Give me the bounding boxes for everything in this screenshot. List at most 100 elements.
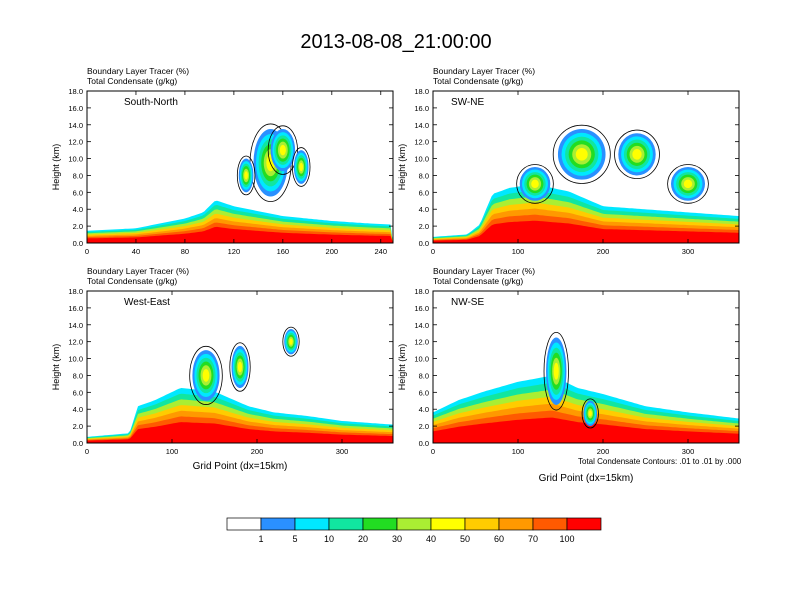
x-axis-label: Grid Point (dx=15km): [193, 461, 288, 472]
y-tick-label: 0.0: [73, 239, 83, 248]
condensate-contour: [543, 331, 569, 411]
x-tick-label: 160: [277, 247, 290, 256]
colorbar-label: 1: [258, 534, 263, 544]
colorbar-swatch: [532, 517, 568, 531]
boundary-layer-band: [433, 220, 739, 243]
plot-area: [87, 326, 393, 443]
y-tick-label: 10.0: [414, 155, 429, 164]
y-tick-label: 18.0: [68, 87, 83, 96]
y-tick-label: 18.0: [68, 287, 83, 296]
page-title: 2013-08-08_21:00:00: [300, 31, 492, 53]
panel-label: NW-SE: [451, 297, 484, 308]
y-tick-label: 6.0: [73, 188, 83, 197]
colorbar-swatch: [498, 517, 534, 531]
y-tick-label: 10.0: [68, 355, 83, 364]
y-axis-label: Height (km): [51, 144, 61, 191]
cross-section-panel-south-north: Boundary Layer Tracer (%)Total Condensat…: [51, 66, 394, 256]
condensate-contour: [282, 326, 300, 357]
colorbar-swatch: [260, 517, 296, 531]
condensate-contour: [189, 345, 223, 405]
panel-header-line: Boundary Layer Tracer (%): [87, 266, 189, 276]
y-tick-label: 18.0: [414, 87, 429, 96]
x-tick-label: 0: [85, 447, 89, 456]
cloud-core-fill: [575, 148, 588, 161]
y-tick-label: 2.0: [73, 422, 83, 431]
y-tick-label: 18.0: [414, 287, 429, 296]
colorbar-label: 5: [292, 534, 297, 544]
colorbar-label: 10: [324, 534, 334, 544]
boundary-layer-band: [87, 422, 393, 443]
x-tick-label: 120: [228, 247, 241, 256]
cross-section-panel-sw-ne: Boundary Layer Tracer (%)Total Condensat…: [397, 66, 740, 256]
panel-header-line: Boundary Layer Tracer (%): [433, 266, 535, 276]
panel-header-line: Total Condensate (g/kg): [433, 76, 523, 86]
panel-label: SW-NE: [451, 97, 484, 108]
y-tick-label: 12.0: [414, 338, 429, 347]
panel-label: West-East: [124, 297, 170, 308]
y-tick-label: 6.0: [419, 188, 429, 197]
x-tick-label: 40: [132, 247, 140, 256]
y-tick-label: 4.0: [73, 205, 83, 214]
panel-header-line: Total Condensate (g/kg): [87, 76, 177, 86]
colorbar-label: 70: [528, 534, 538, 544]
y-tick-label: 0.0: [419, 439, 429, 448]
x-tick-label: 200: [326, 247, 339, 256]
cloud-core-fill: [553, 362, 559, 380]
boundary-layer-band: [433, 417, 739, 443]
y-tick-label: 12.0: [414, 138, 429, 147]
condensate-contour: [516, 164, 554, 204]
y-tick-label: 4.0: [419, 405, 429, 414]
colorbar-swatch: [566, 517, 602, 531]
condensate-contour: [236, 155, 256, 196]
y-tick-label: 8.0: [419, 371, 429, 380]
colorbar-swatch: [362, 517, 398, 531]
x-tick-label: 100: [512, 447, 525, 456]
x-tick-label: 0: [85, 247, 89, 256]
plot-frame: [86, 290, 394, 444]
cloud-core-fill: [683, 179, 693, 189]
colorbar-label: 100: [559, 534, 574, 544]
y-tick-label: 14.0: [68, 121, 83, 130]
colorbar-swatch: [294, 517, 330, 531]
colorbar-swatch: [430, 517, 466, 531]
y-tick-label: 6.0: [73, 388, 83, 397]
y-tick-label: 4.0: [419, 205, 429, 214]
cloud-core-fill: [244, 171, 248, 180]
contour-footnote: Total Condensate Contours: .01 to .01 by…: [578, 457, 742, 466]
y-tick-label: 8.0: [73, 171, 83, 180]
x-tick-label: 100: [166, 447, 179, 456]
condensate-contour: [267, 125, 298, 175]
y-tick-label: 12.0: [68, 138, 83, 147]
condensate-contour: [614, 129, 660, 180]
y-tick-label: 10.0: [68, 155, 83, 164]
boundary-layer-band: [87, 226, 393, 243]
x-tick-label: 200: [597, 447, 610, 456]
plot-frame: [432, 90, 740, 244]
colorbar-swatch: [396, 517, 432, 531]
y-axis-label: Height (km): [51, 344, 61, 391]
condensate-contour: [229, 342, 251, 392]
panel-header-line: Boundary Layer Tracer (%): [433, 66, 535, 76]
cloud-core-fill: [202, 369, 210, 382]
y-tick-label: 16.0: [68, 304, 83, 313]
y-tick-label: 2.0: [419, 422, 429, 431]
y-tick-label: 14.0: [414, 321, 429, 330]
colorbar-label: 20: [358, 534, 368, 544]
y-axis-label: Height (km): [397, 144, 407, 191]
x-tick-label: 300: [336, 447, 349, 456]
condensate-contour: [667, 164, 709, 204]
cloud-core-fill: [237, 361, 243, 373]
y-tick-label: 16.0: [414, 304, 429, 313]
y-tick-label: 6.0: [419, 388, 429, 397]
x-tick-label: 0: [431, 447, 435, 456]
x-axis-label: Grid Point (dx=15km): [539, 473, 634, 484]
panel-header-line: Total Condensate (g/kg): [433, 276, 523, 286]
y-tick-label: 8.0: [419, 171, 429, 180]
cloud-core-fill: [299, 162, 304, 172]
plot-area: [433, 124, 739, 243]
y-tick-label: 12.0: [68, 338, 83, 347]
panel-header-line: Total Condensate (g/kg): [87, 276, 177, 286]
x-tick-label: 240: [375, 247, 388, 256]
colorbar-label: 50: [460, 534, 470, 544]
cloud-core-fill: [632, 149, 642, 160]
